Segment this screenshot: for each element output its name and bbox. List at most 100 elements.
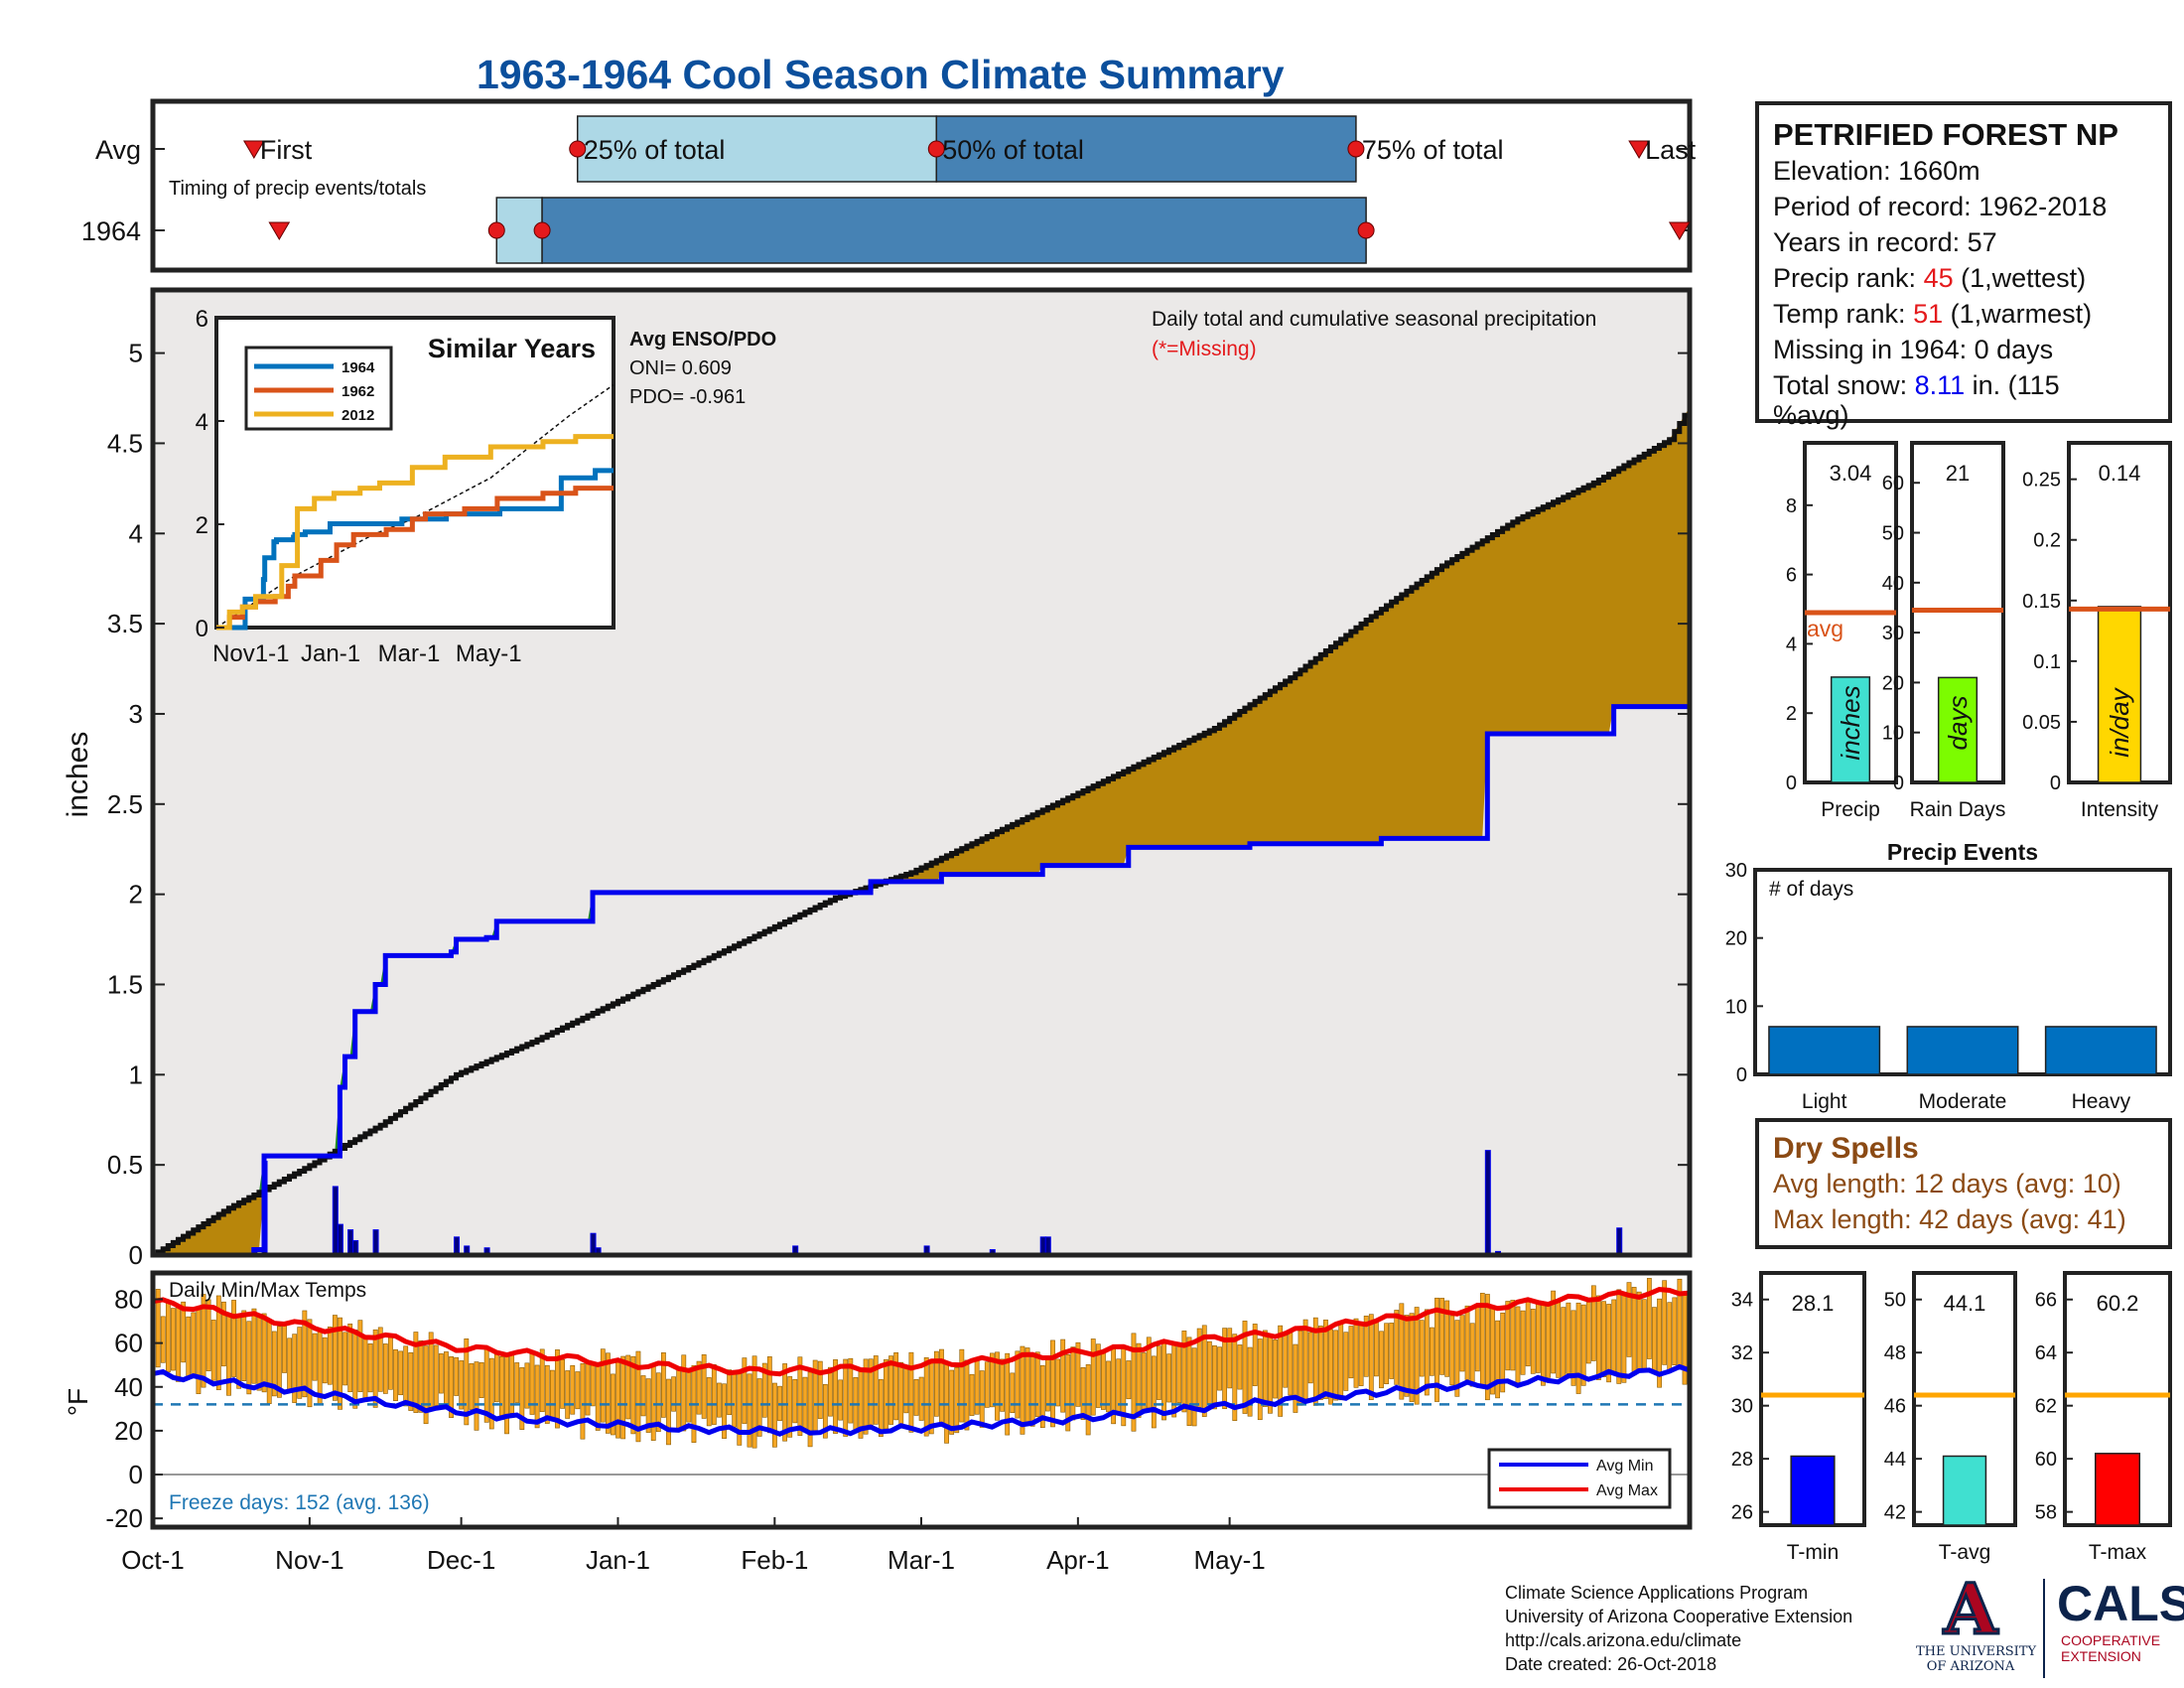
station-name: PETRIFIED FOREST NP	[1773, 117, 2118, 152]
daily-temp-bar	[1252, 1324, 1258, 1386]
temp-legend-max-label: Avg Max	[1596, 1482, 1658, 1499]
x-tick-label: Apr-1	[1046, 1545, 1110, 1575]
daily-temp-bar	[1085, 1364, 1091, 1436]
daily-temp-bar	[307, 1319, 313, 1408]
daily-temp-bar	[1606, 1304, 1612, 1383]
daily-temp-bar	[1662, 1280, 1668, 1365]
daily-temp-bar	[1409, 1313, 1415, 1402]
daily-temp-bar	[1657, 1298, 1662, 1388]
daily-precip-bar	[1039, 1236, 1046, 1256]
daily-temp-bar	[444, 1351, 449, 1404]
daily-temp-bar	[756, 1378, 762, 1437]
daily-temp-bar	[1227, 1328, 1233, 1389]
temp-stat-2-y-tick-label: 62	[2035, 1396, 2057, 1418]
daily-temp-bar	[544, 1364, 550, 1424]
daily-temp-bar	[1510, 1300, 1516, 1371]
daily-temp-bar	[645, 1378, 651, 1433]
daily-temp-bar	[1520, 1310, 1526, 1375]
daily-temp-bar	[1384, 1323, 1389, 1385]
daily-temp-bar	[787, 1376, 793, 1438]
daily-temp-bar	[611, 1373, 615, 1436]
freeze-days-label: Freeze days: 152 (avg. 136)	[169, 1491, 430, 1514]
station-elevation: Elevation: 1660m	[1773, 156, 1980, 186]
y-tick-label: 4.5	[107, 428, 143, 458]
daily-temp-bar	[1616, 1289, 1622, 1384]
temp-stat-1-y-tick-label: 50	[1884, 1290, 1906, 1312]
footer-line-4: Date created: 26-Oct-2018	[1505, 1654, 1717, 1674]
daily-temp-bar	[205, 1299, 211, 1371]
daily-temp-bar	[524, 1362, 530, 1409]
daily-temp-bar	[474, 1361, 479, 1431]
daily-temp-bar	[459, 1360, 465, 1410]
daily-temp-bar	[1060, 1338, 1066, 1413]
daily-temp-bar	[266, 1321, 272, 1404]
daily-temp-bar	[711, 1363, 717, 1425]
daily-temp-bar	[1020, 1345, 1025, 1435]
daily-temp-bar	[696, 1360, 702, 1415]
precip-stat-1-y-tick-label: 0	[1893, 773, 1904, 794]
daily-temp-bar	[1010, 1372, 1016, 1413]
inset-legend-label: 1962	[341, 383, 374, 400]
daily-temp-bar	[1525, 1301, 1531, 1367]
temp-stat-0-bar	[1790, 1455, 1836, 1526]
daily-temp-bar	[322, 1336, 328, 1384]
inset-series-line-1964	[216, 468, 614, 631]
daily-temp-bar	[1201, 1325, 1207, 1417]
precip-stat-1-y-tick-label: 10	[1882, 723, 1904, 745]
events-bar-light	[1768, 1026, 1881, 1075]
daily-temp-bar	[1307, 1332, 1313, 1384]
y-tick-label: 2.5	[107, 789, 143, 819]
daily-temp-bar	[1399, 1303, 1405, 1400]
precip-stat-0-y-tick-label: 4	[1786, 633, 1797, 655]
daily-temp-bar	[898, 1361, 904, 1427]
daily-temp-bar	[661, 1352, 666, 1418]
daily-temp-bar	[686, 1371, 692, 1423]
precip-stat-0-avg-text: avg	[1807, 616, 1843, 641]
daily-temp-bar	[797, 1356, 803, 1437]
timing-row-label-1964: 1964	[81, 216, 141, 246]
temp-stat-0-y-tick-label: 26	[1731, 1502, 1753, 1524]
events-y-tick-label: 20	[1725, 928, 1747, 950]
page-title: 1963-1964 Cool Season Climate Summary	[477, 52, 1285, 97]
daily-temp-bar	[377, 1327, 383, 1392]
daily-precip-bar	[332, 1186, 339, 1256]
daily-temp-bar	[1672, 1297, 1678, 1365]
daily-temp-bar	[251, 1308, 257, 1384]
daily-temp-bar	[913, 1379, 919, 1416]
precip-annotation: Daily total and cumulative seasonal prec…	[1152, 308, 1596, 331]
ua-logo-text-2: OF ARIZONA	[1926, 1659, 2015, 1674]
daily-temp-bar	[1343, 1332, 1349, 1391]
daily-temp-bar	[650, 1365, 656, 1441]
inset-x-tick-label: Jan-1	[301, 640, 360, 667]
daily-precip-bar	[372, 1229, 379, 1256]
daily-temp-bar	[1394, 1310, 1400, 1385]
dry-spells-title: Dry Spells	[1773, 1132, 1919, 1165]
daily-temp-bar	[1505, 1301, 1511, 1371]
daily-precip-bar	[1484, 1150, 1491, 1256]
temp-stat-2-x-label: T-max	[2089, 1541, 2147, 1564]
timing-triangle-last	[1668, 221, 1691, 240]
daily-temp-bar	[903, 1365, 909, 1414]
station-snow: Total snow: 8.11 in. (115	[1773, 370, 2060, 400]
daily-temp-bar	[908, 1351, 914, 1433]
daily-temp-bar	[1414, 1307, 1420, 1405]
inset-x-tick-label: May-1	[456, 640, 522, 667]
daily-temp-bar	[1535, 1301, 1541, 1373]
daily-temp-bar	[1561, 1307, 1567, 1381]
inset-title: Similar Years	[428, 334, 596, 363]
precip-stat-1-bar	[1937, 676, 1979, 783]
daily-temp-bar	[347, 1323, 353, 1393]
daily-temp-bar	[1348, 1326, 1354, 1379]
precip-stat-2-y-tick-label: 0.15	[2022, 591, 2061, 613]
daily-temp-bar	[681, 1354, 687, 1432]
precip-stat-1-y-tick-label: 20	[1882, 672, 1904, 694]
y-tick-label: 5	[129, 339, 143, 368]
daily-temp-bar	[1222, 1328, 1228, 1410]
daily-temp-bar	[1444, 1300, 1450, 1377]
temp-stat-1-bar	[1942, 1455, 1987, 1526]
daily-temp-bar	[605, 1352, 611, 1434]
daily-temp-bar	[1247, 1346, 1253, 1417]
daily-temp-bar	[388, 1336, 393, 1390]
daily-temp-bar	[333, 1315, 338, 1401]
daily-temp-bar	[979, 1370, 985, 1428]
